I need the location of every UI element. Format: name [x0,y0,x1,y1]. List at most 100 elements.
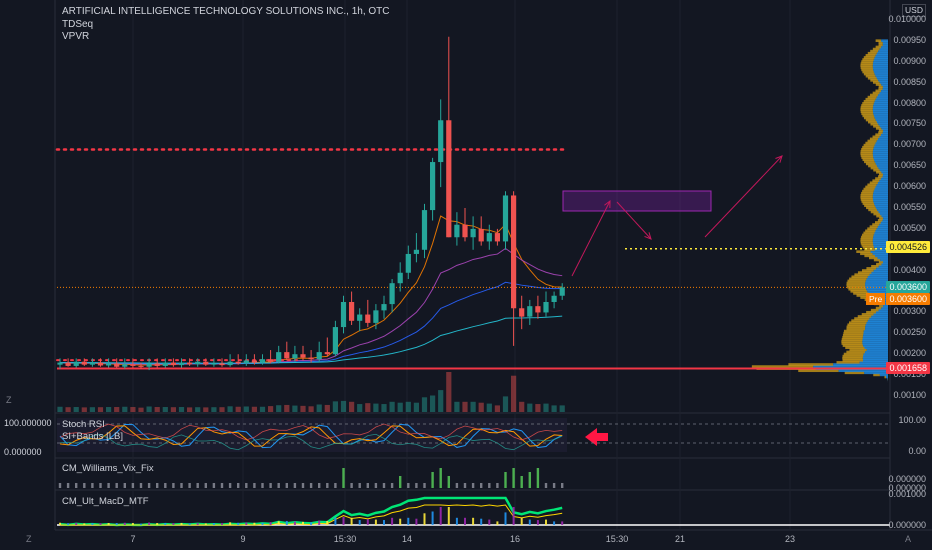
vpvr-bar-buy [866,287,888,291]
vpvr-bar-buy [874,72,888,76]
vpvr-bar-buy [874,202,888,205]
ult-macd-mtf-label[interactable]: CM_Ult_MacD_MTF [62,496,149,507]
williams-vix-fix-label[interactable]: CM_Williams_Vix_Fix [62,463,154,474]
symbol-title[interactable]: ARTIFICIAL INTELLIGENCE TECHNOLOGY SOLUT… [62,6,390,17]
candle-body [292,354,298,359]
vpvr-bar-sell [866,206,876,210]
vpvr-bar-buy [878,122,888,126]
volume-bar [251,406,257,412]
vpvr-bar-buy [881,39,888,42]
vpvr-bar-sell [862,102,874,105]
vpvr-bar-buy [873,156,888,159]
vix-bar [58,483,62,488]
vpvr-bar-buy [872,239,888,243]
zoom-toggle-icon[interactable]: Z [26,534,32,544]
volume-bar [203,407,209,412]
vpvr-bar-sell [862,233,874,237]
vpvr-bar-buy [862,340,888,343]
vpvr-bar-buy [874,143,888,147]
vpvr-bar-buy [878,264,888,268]
volume-bar [227,406,233,412]
macd-hist-bar [59,522,61,525]
macd-hist-bar [285,520,288,525]
candle-body [454,224,460,238]
time-tick-label: 15:30 [605,534,629,544]
vpvr-bar-sell [863,143,875,147]
price-tick-label: 0.00550 [893,202,926,212]
stoch-rsi-label[interactable]: Stoch RSI [62,419,105,430]
vpvr-bar-buy [865,283,888,287]
candle-body [251,360,257,363]
vix-bar [107,483,110,488]
vix-bar [269,483,272,488]
vpvr-bar-sell [865,118,876,122]
vix-bar [139,483,143,488]
vpvr-bar-sell [857,271,872,274]
vpvr-bar-buy [879,179,888,182]
volume-bar [535,404,541,412]
vpvr-bar-buy [872,196,888,199]
vpvr-bar-sell [843,352,864,356]
candle-body [462,224,468,238]
vpvr-bar-sell [870,122,879,126]
vpvr-bar-sell [865,74,876,78]
macd-hist-bar [107,523,110,525]
vix-bar [237,483,240,488]
price-tick-label: 0.00950 [893,34,926,45]
candle-body [146,363,152,367]
vix-bar [488,483,491,488]
vpvr-bar-sell [860,108,873,111]
vpvr-bar-sell [861,191,874,195]
zoom-toggle-icon[interactable]: Z [6,395,12,405]
vpvr-bar-buy [877,164,888,168]
price-tick-label: 0.00650 [893,160,926,171]
vpvr-bar-buy [869,273,888,276]
vix-bar [334,483,337,488]
vix-bar [212,483,216,488]
macd-hist-bar [545,519,547,525]
vpvr-bar-sell [876,262,882,266]
vpvr-bar-buy [876,267,888,270]
indicator-tdseq-label[interactable]: TDSeq [62,19,94,30]
vpvr-bar-buy [880,177,888,180]
vix-bar [285,483,288,488]
vpvr-bar-sell [860,152,873,155]
macd-hist-bar [261,522,264,525]
vpvr-bar-sell [878,87,883,91]
macd-hist-bar [237,522,240,525]
vpvr-bar-buy [866,277,888,281]
vpvr-bar-sell [861,148,874,151]
vpvr-bar-sell [875,306,882,310]
drawings[interactable] [562,155,783,446]
vpvr-bar-sell [862,189,874,193]
candle-body [65,362,71,366]
time-tick-label: 21 [674,534,686,544]
target-price-tag: 0.004526 [886,241,930,253]
vpvr-bar-buy [813,365,888,368]
projection-arrow-head [775,155,783,163]
vpvr-bar-buy [865,325,888,329]
volume-bar [511,375,517,412]
macd-hist-bar [302,521,304,525]
vix-bar [172,483,175,488]
vpvr-bar-buy [865,323,888,327]
si-bands-label[interactable]: SI+Bands [LB] [62,431,123,442]
macd-hist-bar [374,519,377,525]
vpvr-bar-sell [849,321,867,324]
stoch-right-top: 100.00 [898,415,926,425]
auto-scale-toggle[interactable]: A [905,534,912,544]
indicator-vpvr-label[interactable]: VPVR [62,31,90,42]
vpvr-bar-buy [864,371,888,375]
volume-bar [243,406,249,412]
candle-body [559,287,565,296]
currency-badge[interactable]: USD [902,4,926,17]
vpvr-bar-buy [877,181,888,185]
volume-bar [494,405,500,412]
vpvr-bar-buy [875,162,888,166]
vix-bar [504,472,507,488]
vpvr-bar-buy [878,166,888,170]
vpvr-bar-sell [842,333,864,337]
volume-bar [316,404,322,412]
